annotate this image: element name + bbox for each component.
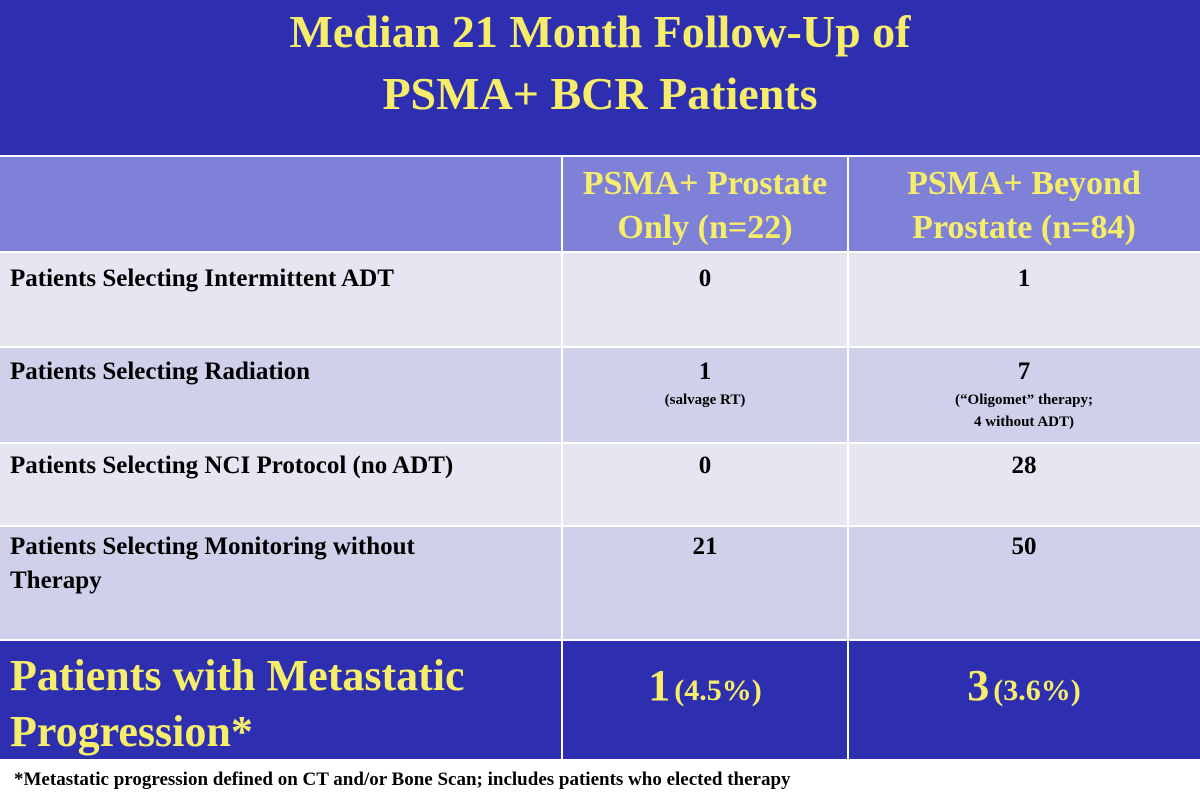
cell-prostate-only: 0	[562, 262, 848, 296]
footnote: *Metastatic progression defined on CT an…	[14, 769, 791, 790]
table-row: Patients Selecting NCI Protocol (no ADT)…	[0, 443, 1200, 526]
title-band: Median 21 Month Follow-Up of PSMA+ BCR P…	[0, 0, 1200, 156]
column-header-line: Prostate (n=84)	[912, 209, 1136, 246]
cell-value: 7	[1017, 358, 1031, 385]
table-header-row: PSMA+ Prostate Only (n=22) PSMA+ Beyond …	[0, 156, 1200, 252]
table-row: Patients Selecting Monitoring without Th…	[0, 526, 1200, 640]
divider	[0, 346, 1200, 348]
cell-value: 1	[1017, 265, 1031, 292]
cell-value: 0	[698, 452, 712, 479]
final-value: 1	[648, 661, 671, 710]
final-cell-prostate-only: 1 (4.5%)	[562, 658, 848, 719]
final-value: 3	[967, 661, 990, 710]
cell-beyond-prostate: 50	[848, 530, 1200, 564]
cell-beyond-prostate: 1	[848, 262, 1200, 296]
table-row: Patients Selecting Intermittent ADT 0 1	[0, 252, 1200, 347]
cell-note: (“Oligomet” therapy;	[955, 392, 1093, 408]
final-percent: (4.5%)	[674, 674, 762, 707]
slide-title-line-1: Median 21 Month Follow-Up of	[289, 6, 911, 57]
final-label-line: Progression*	[10, 707, 253, 756]
cell-beyond-prostate: 28	[848, 449, 1200, 483]
cell-prostate-only: 21	[562, 530, 848, 564]
table-row: Patients Selecting Radiation 1 (salvage …	[0, 347, 1200, 443]
column-header-prostate-only: PSMA+ Prostate Only (n=22)	[562, 162, 848, 258]
cell-note: 4 without ADT)	[973, 414, 1074, 430]
final-percent: (3.6%)	[993, 674, 1081, 707]
column-divider	[561, 156, 563, 760]
divider	[0, 155, 1200, 157]
cell-value: 50	[1011, 533, 1037, 560]
divider	[0, 525, 1200, 527]
column-header-beyond-prostate: PSMA+ Beyond Prostate (n=84)	[848, 162, 1200, 258]
row-label-line: Patients Selecting Monitoring without	[10, 533, 415, 560]
column-divider	[847, 156, 849, 760]
metastatic-progression-row: Patients with Metastatic Progression* 1 …	[0, 640, 1200, 760]
divider	[0, 759, 1200, 761]
divider	[0, 251, 1200, 253]
slide-title-line-2: PSMA+ BCR Patients	[382, 68, 818, 119]
final-row-label: Patients with Metastatic Progression*	[10, 648, 555, 760]
cell-value: 1	[698, 358, 712, 385]
divider	[0, 639, 1200, 641]
row-label: Patients Selecting Monitoring without Th…	[10, 530, 555, 598]
cell-beyond-prostate: 7 (“Oligomet” therapy; 4 without ADT)	[848, 355, 1200, 433]
row-label-line: Therapy	[10, 567, 102, 594]
cell-prostate-only: 1 (salvage RT)	[562, 355, 848, 411]
row-label: Patients Selecting Radiation	[10, 358, 310, 385]
cell-note: (salvage RT)	[664, 392, 746, 408]
row-label: Patients Selecting NCI Protocol (no ADT)	[10, 452, 454, 479]
final-cell-beyond-prostate: 3 (3.6%)	[848, 658, 1200, 719]
cell-value: 21	[692, 533, 718, 560]
column-header-line: PSMA+ Beyond	[907, 165, 1141, 202]
divider	[0, 442, 1200, 444]
cell-prostate-only: 0	[562, 449, 848, 483]
column-header-line: PSMA+ Prostate	[582, 165, 828, 202]
cell-value: 0	[698, 265, 712, 292]
column-header-line: Only (n=22)	[617, 209, 793, 246]
row-label: Patients Selecting Intermittent ADT	[10, 265, 394, 292]
cell-value: 28	[1011, 452, 1037, 479]
final-label-line: Patients with Metastatic	[10, 651, 465, 700]
